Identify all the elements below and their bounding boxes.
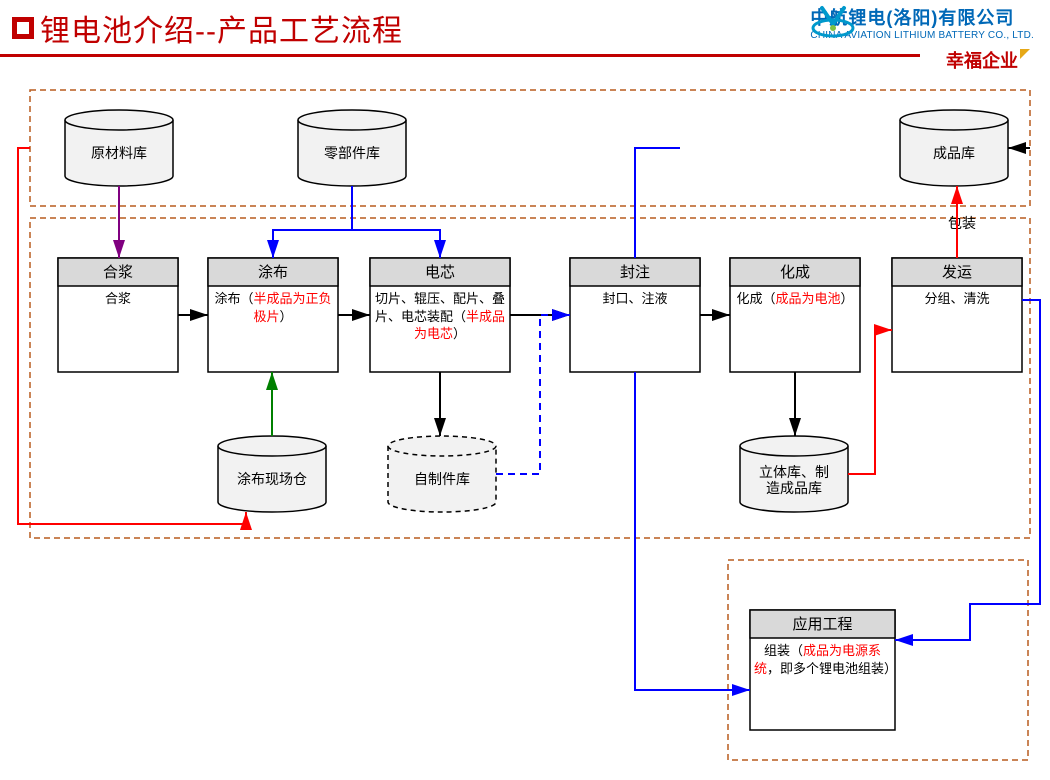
region-reg-top bbox=[30, 90, 1030, 206]
db-cube: 立体库、制造成品库 bbox=[740, 436, 848, 512]
svg-text:涂布现场仓: 涂布现场仓 bbox=[237, 471, 307, 487]
db-self: 自制件库 bbox=[388, 436, 496, 512]
lbl-pack: 包装 bbox=[948, 215, 976, 231]
p-seal: 封注封口、注液 bbox=[570, 258, 700, 372]
db-coat: 涂布现场仓 bbox=[218, 436, 326, 512]
db-parts: 零部件库 bbox=[298, 110, 406, 186]
arrow bbox=[635, 372, 750, 690]
db-fin: 成品库 bbox=[900, 110, 1008, 186]
svg-text:立体库、制造成品库: 立体库、制造成品库 bbox=[759, 464, 829, 496]
svg-text:合浆: 合浆 bbox=[103, 263, 133, 281]
svg-text:化成: 化成 bbox=[780, 264, 810, 281]
svg-text:成品库: 成品库 bbox=[933, 145, 975, 161]
svg-text:自制件库: 自制件库 bbox=[414, 471, 470, 487]
svg-text:应用工程: 应用工程 bbox=[792, 615, 852, 633]
svg-text:原材料库: 原材料库 bbox=[91, 145, 147, 161]
svg-text:零部件库: 零部件库 bbox=[324, 145, 380, 161]
db-raw: 原材料库 bbox=[65, 110, 173, 186]
flow-diagram: 原材料库 零部件库 成品库涂布现场仓 自制件库 立体库、制造成品库 合浆合浆涂布涂布（半成… bbox=[0, 0, 1050, 780]
svg-text:封注: 封注 bbox=[620, 264, 650, 281]
p-coat: 涂布涂布（半成品为正负极片） bbox=[208, 258, 338, 372]
svg-text:发运: 发运 bbox=[942, 264, 972, 281]
region-reg-mid bbox=[30, 218, 1030, 538]
p-mix: 合浆合浆 bbox=[58, 258, 178, 372]
p-app: 应用工程组装（成品为电源系统，即多个锂电池组装） bbox=[750, 610, 895, 730]
svg-text:电芯: 电芯 bbox=[425, 264, 455, 281]
arrow bbox=[273, 186, 440, 258]
p-cell: 电芯切片、辊压、配片、叠片、电芯装配（半成品为电芯） bbox=[370, 258, 510, 372]
arrow bbox=[635, 148, 680, 258]
p-form: 化成化成（成品为电池） bbox=[730, 258, 860, 372]
p-ship: 发运分组、清洗 bbox=[892, 258, 1022, 372]
svg-text:涂布: 涂布 bbox=[258, 264, 288, 281]
